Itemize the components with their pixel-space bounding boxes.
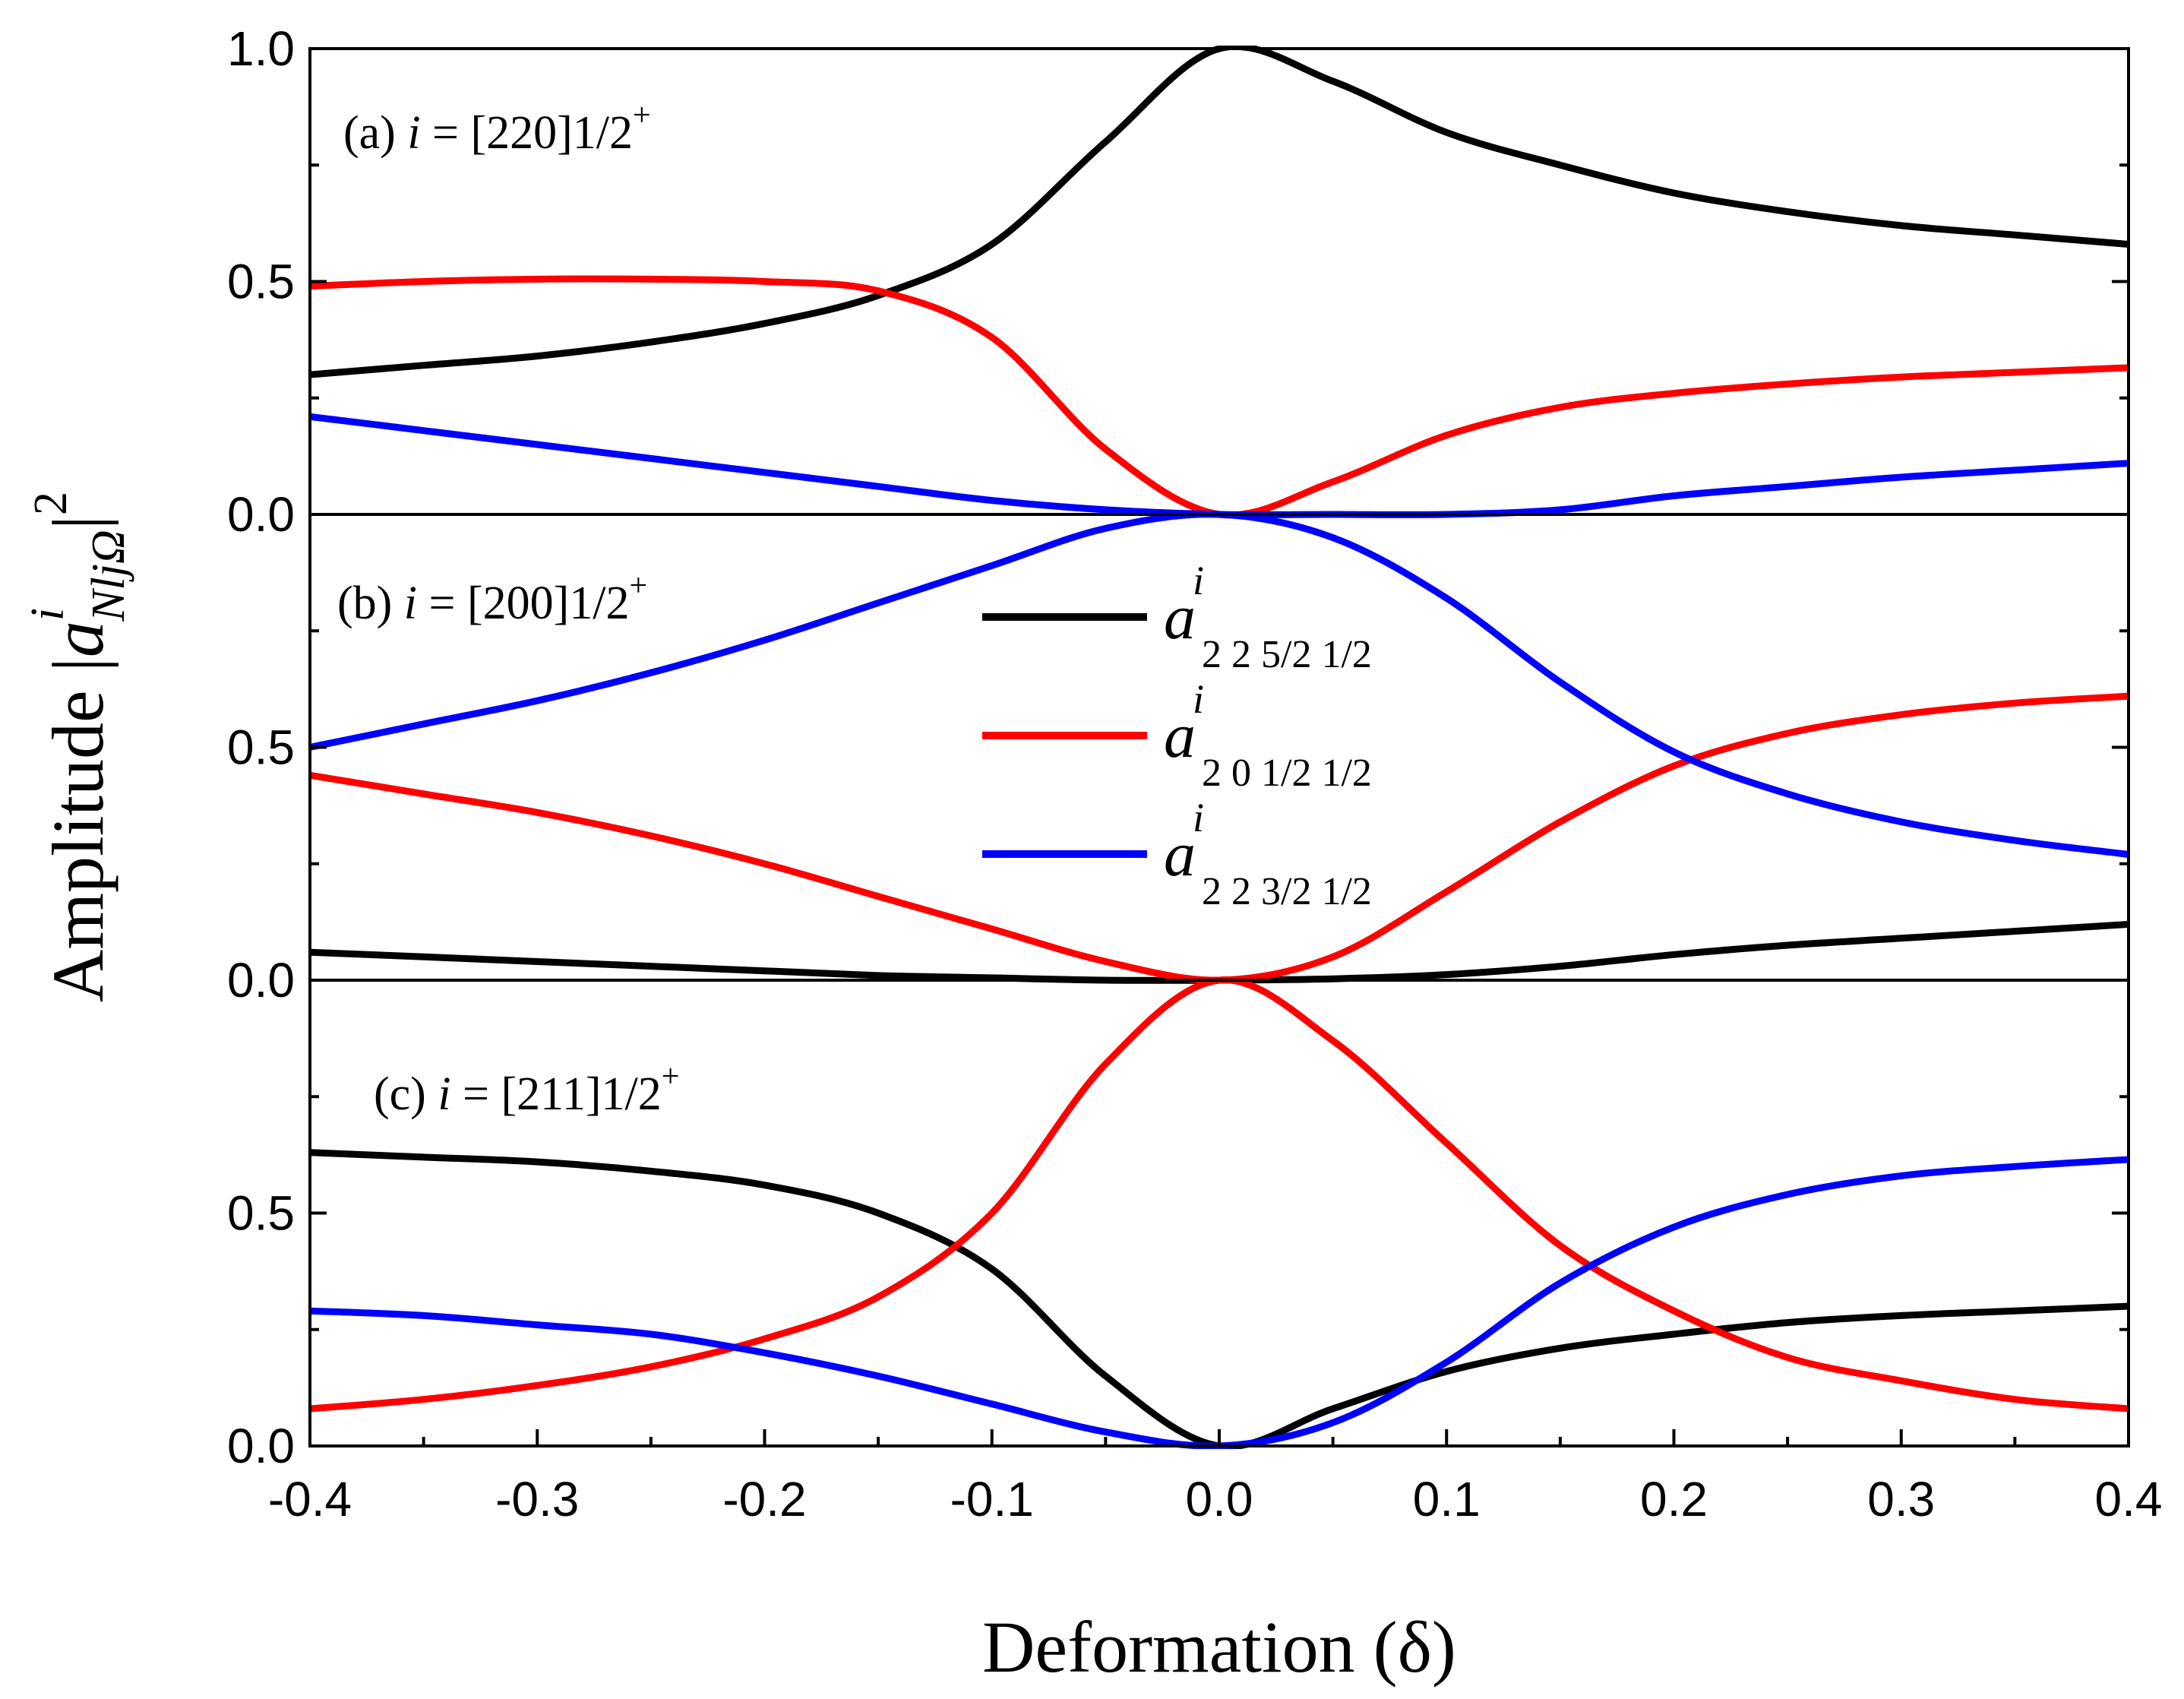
panel-label-rest: = [220]1/2 — [421, 107, 633, 159]
panel-label-prefix: (c) — [374, 1068, 438, 1120]
legend-symbol: a — [1164, 701, 1196, 771]
plot-border — [308, 47, 2130, 1447]
y-title-power: 2 — [25, 492, 77, 515]
legend-sub: 2 2 3/2 1/2 — [1202, 870, 1372, 913]
legend-label-s1: ai 2 2 5/2 1/2 — [1164, 558, 1372, 676]
panel-labels: (a) i = [220]1/2+(b) i = [200]1/2+(c) i … — [337, 98, 679, 1120]
series-line-c-s2 — [310, 976, 2129, 1413]
legend: ai 2 2 5/2 1/2ai 2 0 1/2 1/2ai 2 2 3/2 1/2 — [982, 558, 1372, 913]
x-tick-label: 0.0 — [1186, 1472, 1253, 1527]
legend-sup: i — [1193, 676, 1204, 722]
series-line-a-s3 — [310, 413, 2129, 518]
panel-label-sup: + — [630, 568, 648, 603]
y-title-symbol: a — [37, 621, 119, 657]
panel-label-prefix: (a) — [343, 107, 407, 159]
legend-label-s2: ai 2 0 1/2 1/2 — [1164, 676, 1372, 795]
panel-label-rest: = [200]1/2 — [417, 577, 629, 629]
x-tick-label: -0.1 — [950, 1472, 1034, 1527]
panel-label-prefix: (b) — [337, 577, 404, 629]
y-title-subscript: NljΩ — [83, 530, 134, 622]
x-tick-label: -0.3 — [495, 1472, 579, 1527]
y-axis-title: Amplitude |ai NljΩ|2 — [22, 492, 134, 1002]
legend-sub: 2 2 5/2 1/2 — [1202, 633, 1372, 676]
panel-label-var: i — [404, 577, 417, 629]
y-tick-label: 0.5 — [227, 255, 295, 309]
series-layer — [310, 46, 2129, 1449]
legend-symbol: a — [1164, 819, 1196, 890]
panel-label-sup: + — [633, 98, 651, 133]
panel-label-b: (b) i = [200]1/2+ — [337, 568, 647, 629]
legend-sup: i — [1193, 795, 1204, 840]
ticks: -0.4 -0.3 -0.2 -0.1 0.0 0.1 0.2 0.3 0.4 0.0 0.5 1.0… — [227, 21, 2162, 1527]
panel-label-c: (c) i = [211]1/2+ — [374, 1059, 679, 1120]
plot-frame — [308, 47, 2130, 1447]
x-tick-label: 0.2 — [1640, 1472, 1708, 1527]
legend-label-s3: ai 2 2 3/2 1/2 — [1164, 795, 1372, 913]
y-title-suffix: | — [37, 515, 119, 530]
x-tick-label: 0.1 — [1413, 1472, 1481, 1527]
legend-sup: i — [1193, 558, 1204, 603]
y-tick-label: 0.0 — [227, 487, 295, 542]
x-axis-title: Deformation (δ) — [982, 1606, 1456, 1688]
y-title-prefix: Amplitude | — [37, 657, 119, 1002]
x-tick-label: 0.3 — [1867, 1472, 1935, 1527]
series-line-c-s3 — [310, 1156, 2129, 1449]
y-title-superscript: i — [22, 608, 74, 621]
panel-label-sup: + — [662, 1059, 680, 1094]
y-tick-label: 0.0 — [227, 1419, 295, 1473]
series-line-a-s1 — [310, 46, 2129, 378]
panel-label-var: i — [438, 1068, 450, 1120]
legend-symbol: a — [1164, 582, 1196, 653]
y-tick-label: 1.0 — [227, 21, 295, 76]
x-tick-label: 0.4 — [2095, 1472, 2163, 1527]
panel-label-var: i — [407, 107, 420, 159]
x-tick-label: -0.2 — [722, 1472, 806, 1527]
panel-label-a: (a) i = [220]1/2+ — [343, 98, 651, 159]
y-tick-label: 0.5 — [227, 1186, 295, 1241]
x-tick-label: -0.4 — [268, 1472, 352, 1527]
series-line-c-s1 — [310, 1149, 2129, 1449]
y-tick-label: 0.5 — [227, 720, 295, 775]
series-line-b-s1 — [310, 920, 2129, 984]
panel-label-rest: = [211]1/2 — [451, 1068, 662, 1120]
series-line-b-s3 — [310, 511, 2129, 858]
legend-sub: 2 0 1/2 1/2 — [1202, 751, 1372, 795]
y-tick-label: 0.0 — [227, 953, 295, 1008]
